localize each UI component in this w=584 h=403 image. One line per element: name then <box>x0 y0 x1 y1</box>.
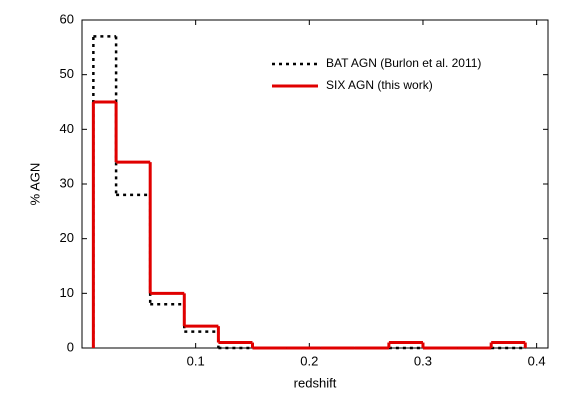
y-tick-label: 30 <box>60 175 74 190</box>
y-tick-label: 20 <box>60 230 74 245</box>
x-tick-label: 0.3 <box>414 353 432 368</box>
x-tick-label: 0.2 <box>300 353 318 368</box>
y-tick-label: 40 <box>60 121 74 136</box>
x-axis-label: redshift <box>294 375 337 390</box>
legend-label: SIX AGN (this work) <box>326 78 433 92</box>
y-axis-label: % AGN <box>27 163 42 206</box>
y-tick-label: 0 <box>67 339 74 354</box>
y-tick-label: 60 <box>60 11 74 26</box>
legend-label: BAT AGN (Burlon et al. 2011) <box>326 56 481 70</box>
y-tick-label: 10 <box>60 285 74 300</box>
y-tick-label: 50 <box>60 66 74 81</box>
x-tick-label: 0.4 <box>528 353 546 368</box>
x-tick-label: 0.1 <box>187 353 205 368</box>
